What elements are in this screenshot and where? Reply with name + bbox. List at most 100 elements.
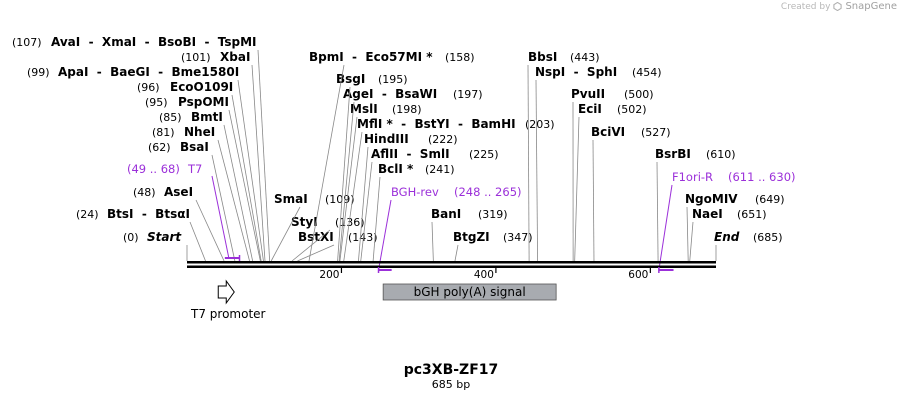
site-name: AvaI - XmaI - BsoBI - TspMI bbox=[51, 35, 257, 49]
ruler-tick-label: 600 bbox=[628, 269, 648, 281]
site-label[interactable]: AgeI - BsaWI (197) bbox=[343, 87, 483, 101]
site-label[interactable]: NaeI (651) bbox=[692, 207, 767, 221]
site-position: (99) bbox=[27, 66, 50, 79]
site-leader-line bbox=[535, 79, 539, 262]
site-position: (158) bbox=[445, 51, 475, 64]
site-name: XbaI bbox=[220, 50, 250, 64]
site-position: (0) bbox=[123, 231, 139, 244]
site-leader-line bbox=[360, 161, 373, 262]
site-leader-line bbox=[291, 229, 331, 262]
site-leader-line bbox=[337, 86, 351, 262]
site-label[interactable]: BclI * (241) bbox=[378, 162, 455, 176]
primer-labels: (49 .. 68) T7 BGH-rev (248 .. 265) F1ori… bbox=[127, 162, 796, 199]
site-name: MflI * - BstYI - BamHI bbox=[357, 117, 516, 131]
primer-leader-lines bbox=[211, 175, 673, 271]
site-label[interactable]: BstXI (143) bbox=[298, 230, 378, 244]
ruler-tick-label: 200 bbox=[319, 269, 339, 281]
site-name: NspI - SphI bbox=[535, 65, 617, 79]
site-position: (502) bbox=[617, 103, 647, 116]
site-position: (527) bbox=[641, 126, 671, 139]
primer-label[interactable]: BGH-rev (248 .. 265) bbox=[391, 185, 522, 199]
site-label[interactable]: MslI (198) bbox=[350, 102, 422, 116]
leader-lines bbox=[186, 49, 717, 262]
site-leader-line bbox=[237, 79, 264, 262]
site-label[interactable]: (85) BmtI bbox=[159, 110, 223, 124]
site-leader-line bbox=[343, 131, 363, 262]
watermark-brand: SnapGene bbox=[845, 1, 897, 12]
site-label[interactable]: BciVI (527) bbox=[591, 125, 671, 139]
site-label[interactable]: (107) AvaI - XmaI - BsoBI - TspMI bbox=[12, 35, 257, 49]
site-label[interactable]: (24) BtsI - BtsαI bbox=[76, 207, 190, 221]
site-position: (85) bbox=[159, 111, 182, 124]
site-leader-line bbox=[195, 199, 225, 262]
site-label[interactable]: BpmI - Eco57MI * (158) bbox=[309, 50, 475, 64]
site-position: (225) bbox=[469, 148, 499, 161]
site-label[interactable]: BbsI (443) bbox=[528, 50, 600, 64]
site-label[interactable]: NspI - SphI (454) bbox=[535, 65, 662, 79]
site-position: (109) bbox=[325, 193, 355, 206]
site-leader-line bbox=[592, 139, 595, 262]
site-label[interactable]: BsrBI (610) bbox=[655, 147, 736, 161]
site-leader-line bbox=[656, 161, 659, 262]
site-leader-line bbox=[431, 221, 434, 262]
site-position: (241) bbox=[425, 163, 455, 176]
polya-feature-box bbox=[382, 283, 557, 301]
site-label[interactable]: AflII - SmlI (225) bbox=[371, 147, 499, 161]
site-position: (24) bbox=[76, 208, 99, 221]
site-name: BclI * bbox=[378, 162, 414, 176]
site-label[interactable]: (81) NheI bbox=[152, 125, 215, 139]
site-name: EcoO109I bbox=[170, 80, 233, 94]
primer-range: (49 .. 68) bbox=[127, 162, 180, 176]
site-name: PspOMI bbox=[178, 95, 229, 109]
site-label[interactable]: (62) BsaI bbox=[148, 140, 209, 154]
primer-leader-line bbox=[658, 184, 673, 271]
site-position: (203) bbox=[525, 118, 555, 131]
site-label[interactable]: MflI * - BstYI - BamHI (203) bbox=[357, 117, 555, 131]
site-position: (101) bbox=[181, 51, 211, 64]
watermark-created-by: Created by bbox=[780, 1, 831, 12]
site-name: BsgI bbox=[336, 72, 365, 86]
site-label[interactable]: (96) EcoO109I bbox=[137, 80, 233, 94]
site-leader-line bbox=[686, 206, 689, 262]
site-name: BbsI bbox=[528, 50, 557, 64]
site-leader-line bbox=[454, 244, 459, 262]
site-label[interactable]: BsgI (195) bbox=[336, 72, 408, 86]
map-title: pc3XB-ZF17 bbox=[404, 362, 499, 378]
site-label[interactable]: (48) AseI bbox=[133, 185, 193, 199]
primer-name: F1ori-R bbox=[672, 170, 713, 184]
site-label[interactable]: BanI (319) bbox=[431, 207, 508, 221]
site-label[interactable]: NgoMIV (649) bbox=[685, 192, 785, 206]
ruler-ticks: 200 400 600 bbox=[319, 267, 651, 281]
site-position: (651) bbox=[737, 208, 767, 221]
site-name: NheI bbox=[184, 125, 215, 139]
site-name: AgeI - BsaWI bbox=[343, 87, 437, 101]
primer-range: (611 .. 630) bbox=[728, 170, 796, 184]
site-leader-line bbox=[358, 146, 369, 262]
site-leader-line bbox=[339, 116, 358, 262]
site-position: (81) bbox=[152, 126, 175, 139]
backbone-bottom-strand bbox=[187, 265, 716, 268]
site-position: (95) bbox=[145, 96, 168, 109]
site-label[interactable]: (95) PspOMI bbox=[145, 95, 229, 109]
site-label[interactable]: BtgZI (347) bbox=[453, 230, 533, 244]
site-name: BsaI bbox=[180, 140, 209, 154]
promoter-arrow-icon bbox=[217, 279, 235, 305]
site-leader-line bbox=[231, 94, 262, 262]
site-label[interactable]: End (685) bbox=[714, 230, 783, 244]
site-label[interactable]: EciI (502) bbox=[578, 102, 647, 116]
site-label[interactable]: (101) XbaI bbox=[181, 50, 250, 64]
site-label[interactable]: (0) Start bbox=[123, 230, 182, 244]
site-label[interactable]: HindIII (222) bbox=[364, 132, 458, 146]
site-name: BstXI bbox=[298, 230, 334, 244]
site-label[interactable]: (99) ApaI - BaeGI - Bme1580I bbox=[27, 65, 239, 79]
site-leader-line bbox=[228, 109, 261, 262]
primer-label[interactable]: F1ori-R (611 .. 630) bbox=[672, 170, 796, 184]
site-label[interactable]: StyI (136) bbox=[291, 215, 365, 229]
site-labels: (107) AvaI - XmaI - BsoBI - TspMI (101) … bbox=[12, 35, 785, 244]
site-name: StyI bbox=[291, 215, 318, 229]
primer-label[interactable]: (49 .. 68) T7 bbox=[127, 162, 202, 176]
site-name: EciI bbox=[578, 102, 602, 116]
site-name: MslI bbox=[350, 102, 378, 116]
site-leader-line bbox=[251, 64, 266, 262]
site-label[interactable]: PvuII (500) bbox=[571, 87, 654, 101]
